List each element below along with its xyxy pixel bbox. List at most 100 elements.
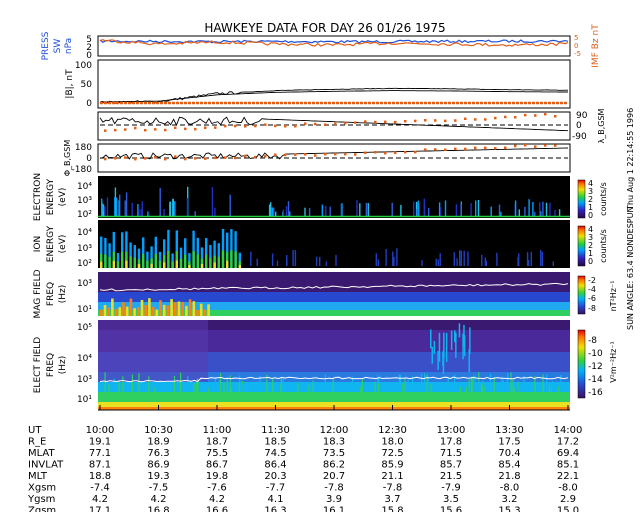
ephemeris-cell: 10:30 <box>144 425 173 436</box>
ion-cbar-tick-0: 0 <box>588 257 593 266</box>
mag-band-cyan <box>98 302 570 310</box>
efield-spike <box>426 374 428 392</box>
efield-burst <box>431 346 433 364</box>
lambda-point <box>404 120 407 123</box>
lambda-point <box>534 114 537 117</box>
ion-spike <box>459 250 461 266</box>
phi-point <box>414 150 417 154</box>
electron-spike <box>524 206 526 216</box>
ion-spike <box>196 237 199 268</box>
ion-spike-peak <box>150 263 153 268</box>
ion-spike <box>481 254 483 266</box>
efield-spike <box>229 375 231 392</box>
ion-spike-peak <box>213 262 216 268</box>
phi-point <box>354 153 357 156</box>
ion-spike-core <box>188 261 191 268</box>
ephemeris-cell: 17.2 <box>557 437 579 448</box>
efield-spike <box>207 387 209 392</box>
ephemeris-cell: 17.8 <box>440 437 462 448</box>
ion-spike-core <box>184 254 187 268</box>
ion-spike <box>226 232 229 268</box>
lambda-point <box>144 129 147 132</box>
mag-activity <box>148 298 151 316</box>
sun-angle-label: SUN ANGLE: 63.4 NONDESPUN <box>626 207 635 330</box>
efield-burst <box>445 332 448 362</box>
ephemeris-cell: 17.1 <box>89 506 111 512</box>
mag-label: MAG FIELD <box>33 269 43 318</box>
lambda-tick-m90: -90 <box>572 132 587 142</box>
efield-band-lightblue <box>98 372 570 382</box>
phi-point <box>224 156 227 159</box>
ephemeris-cell: 72.5 <box>381 448 403 459</box>
mag-activity <box>181 301 184 316</box>
mag-activity <box>174 302 177 316</box>
ion-spike <box>154 236 157 268</box>
ion-spike <box>393 256 395 266</box>
ion-spike-core <box>121 251 124 268</box>
phi-point <box>124 156 127 159</box>
ion-spike-peak <box>137 264 141 268</box>
lambda-point <box>484 118 487 121</box>
ion-spike <box>286 255 288 266</box>
mag-activity <box>122 302 125 316</box>
ion-spike <box>421 260 423 266</box>
b-label: |B|, nT <box>65 69 75 99</box>
lambda-point <box>194 127 197 131</box>
lambda-point <box>294 125 297 128</box>
mag-activity <box>133 308 136 316</box>
efield-spike <box>407 380 409 392</box>
lambda-point <box>224 124 227 128</box>
electron-spike <box>275 211 277 216</box>
b-tick-50: 50 <box>81 80 93 90</box>
ion-spike <box>319 256 321 266</box>
ephemeris-cell: 16.8 <box>147 506 169 512</box>
ion-spike-core <box>150 258 153 268</box>
efield-spike <box>489 373 492 392</box>
efield-burst <box>455 332 457 358</box>
ion-cbar-tick-2: 2 <box>588 241 593 250</box>
ion-spike <box>104 238 107 268</box>
efield-spike <box>404 378 406 392</box>
phi-point <box>474 146 477 150</box>
ion-spike <box>484 257 486 266</box>
panel-b: |B|, nT 100 50 0 <box>65 59 571 109</box>
efield-spike <box>493 377 495 392</box>
lambda-point <box>204 126 207 129</box>
imf-label: IMF Bz nT <box>591 24 601 68</box>
efield-spike <box>219 373 222 392</box>
phi-point <box>184 157 187 161</box>
electron-spike <box>490 206 492 216</box>
ephemeris-cell: 18.7 <box>206 437 228 448</box>
efield-band-blue <box>98 352 570 372</box>
lambda-orange-points <box>104 113 557 132</box>
efield-spike <box>527 385 529 392</box>
bottom-axis-ticks <box>98 405 570 411</box>
ion-spike <box>163 239 166 268</box>
lambda-point <box>104 129 107 132</box>
ephemeris-cell: 73.5 <box>323 448 345 459</box>
mag-activity <box>166 305 170 316</box>
ion-label: ION <box>33 236 43 252</box>
mag-activity <box>118 307 122 316</box>
electron-spike <box>539 202 541 216</box>
efield-spike <box>108 384 110 392</box>
efield-burst <box>454 330 456 343</box>
electron-spike <box>365 202 368 216</box>
ion-spike <box>121 232 124 268</box>
ephemeris-cell: 12:30 <box>378 425 407 436</box>
panel-press-imf: PRESS SW nPa 5 2 0 5 0 -5 IMF Bz nT <box>41 24 601 68</box>
ion-tick-1e2: 10² <box>77 259 92 269</box>
electron-spike <box>455 204 458 216</box>
efield-burst <box>437 350 439 370</box>
lambda-point <box>444 119 447 123</box>
efield-spike <box>471 376 473 392</box>
efield-spike <box>203 387 205 392</box>
electron-spike <box>532 202 534 216</box>
ion-spike <box>518 253 520 266</box>
ephemeris-cell: 17.5 <box>498 437 520 448</box>
phi-point <box>144 157 147 160</box>
ion-tick-1e4: 10⁴ <box>77 228 92 238</box>
ion-spike <box>209 244 212 268</box>
efield-spike <box>280 377 282 392</box>
